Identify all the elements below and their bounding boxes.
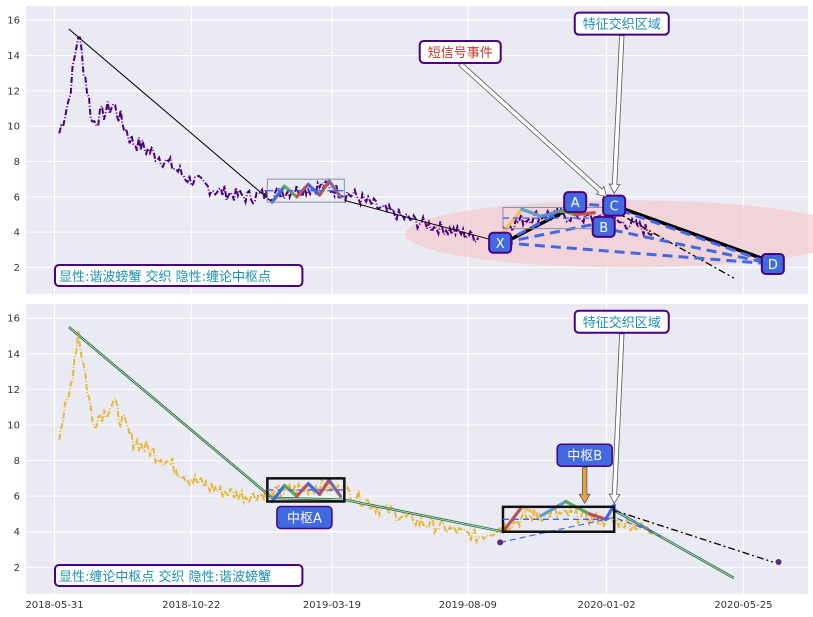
y-tick-label: 10 xyxy=(7,122,20,133)
zigzag-segment xyxy=(318,179,331,197)
y-tick-label: 2 xyxy=(14,563,20,574)
point-marker-B xyxy=(591,215,616,238)
y-tick-label: 6 xyxy=(14,492,20,503)
point-marker-label: D xyxy=(768,258,778,273)
point-marker-X xyxy=(488,231,513,254)
point-marker-label: C xyxy=(610,200,619,215)
zigzag-segment xyxy=(306,182,322,197)
trend-line xyxy=(344,199,504,244)
x-tick-label: 2018-05-31 xyxy=(25,600,83,611)
zigzag-segment xyxy=(306,482,322,496)
legend-text: 显性:谐波螃蟹 交织 隐性:缠论中枢点 xyxy=(59,269,271,285)
point-marker-label: A xyxy=(571,196,580,211)
callout-box xyxy=(418,39,502,64)
callout-box xyxy=(276,505,333,530)
zigzag-segment xyxy=(318,478,331,496)
callout-box xyxy=(556,443,613,467)
zigzag-segment xyxy=(574,211,596,217)
callout-arrow xyxy=(578,466,591,505)
y-tick-label: 8 xyxy=(14,157,20,168)
trend-line xyxy=(499,516,654,543)
price-series-line xyxy=(502,206,654,239)
zigzag-segment xyxy=(539,209,563,218)
trend-line xyxy=(502,223,774,266)
y-tick-label: 16 xyxy=(7,314,20,325)
zigzag-segment xyxy=(282,483,299,498)
legend-box xyxy=(54,564,304,587)
point-marker-label: X xyxy=(496,237,505,252)
callout-box xyxy=(573,309,670,334)
plot-area xyxy=(26,304,808,594)
zigzag-segment xyxy=(270,483,287,504)
trend-line xyxy=(68,28,273,203)
y-tick-label: 12 xyxy=(7,385,20,396)
zigzag-segment xyxy=(520,207,543,218)
callout-arrow xyxy=(458,61,608,198)
zigzag-segment xyxy=(282,184,299,199)
zigzag-segment xyxy=(539,499,568,518)
point-marker-A xyxy=(563,191,588,214)
zigzag-segment xyxy=(501,505,524,534)
zigzag-segment xyxy=(587,512,608,521)
legend-box xyxy=(54,264,304,287)
y-tick-label: 2 xyxy=(14,263,20,274)
y-tick-label: 14 xyxy=(7,349,20,360)
zigzag-segment xyxy=(327,179,343,199)
x-tick-label: 2018-10-22 xyxy=(162,600,220,611)
x-tick-label: 2019-08-09 xyxy=(439,600,497,611)
y-tick-label: 10 xyxy=(7,420,20,431)
callout-arrow xyxy=(608,35,625,195)
callout-label: 中枢A xyxy=(287,511,322,526)
y-tick-label: 8 xyxy=(14,456,20,467)
trend-line xyxy=(613,509,774,563)
point-marker-D xyxy=(760,252,785,275)
legend-text: 显性:缠论中枢点 交织 隐性:谐波螃蟹 xyxy=(59,569,271,585)
y-tick-label: 4 xyxy=(14,228,20,239)
x-tick-label: 2020-05-25 xyxy=(714,600,772,611)
y-tick-label: 4 xyxy=(14,527,20,538)
trend-line-highlight xyxy=(68,326,504,533)
callout-box xyxy=(573,11,670,36)
trend-line xyxy=(502,202,774,266)
callout-label: 中枢B xyxy=(567,449,602,464)
zigzag-segment xyxy=(520,505,543,518)
y-tick-label: 16 xyxy=(7,16,20,27)
point-marker-C xyxy=(602,194,627,217)
callout-label: 短信号事件 xyxy=(428,46,493,61)
point-marker-label: B xyxy=(599,221,608,236)
y-tick-label: 14 xyxy=(7,51,20,62)
trend-line xyxy=(613,508,662,538)
zigzag-segment xyxy=(270,184,287,204)
trend-line-highlight xyxy=(614,510,735,579)
zigzag-segment xyxy=(327,478,343,498)
pivot-point xyxy=(497,539,504,546)
y-tick-label: 6 xyxy=(14,192,20,203)
trend-line xyxy=(502,241,773,266)
callout-label: 特征交织区域 xyxy=(583,315,661,331)
x-tick-label: 2019-03-19 xyxy=(303,600,361,611)
x-tick-label: 2020-01-02 xyxy=(577,600,635,611)
pivot-point xyxy=(775,558,782,565)
panel-bottom: 2 4 6 8 10 12 14 16 2018-05-31 2018-10-22 2019-03-… xyxy=(7,304,808,611)
callout-arrow xyxy=(608,333,625,505)
y-tick-label: 12 xyxy=(7,86,20,97)
callout-label: 特征交织区域 xyxy=(583,17,661,33)
trend-line xyxy=(608,202,774,264)
